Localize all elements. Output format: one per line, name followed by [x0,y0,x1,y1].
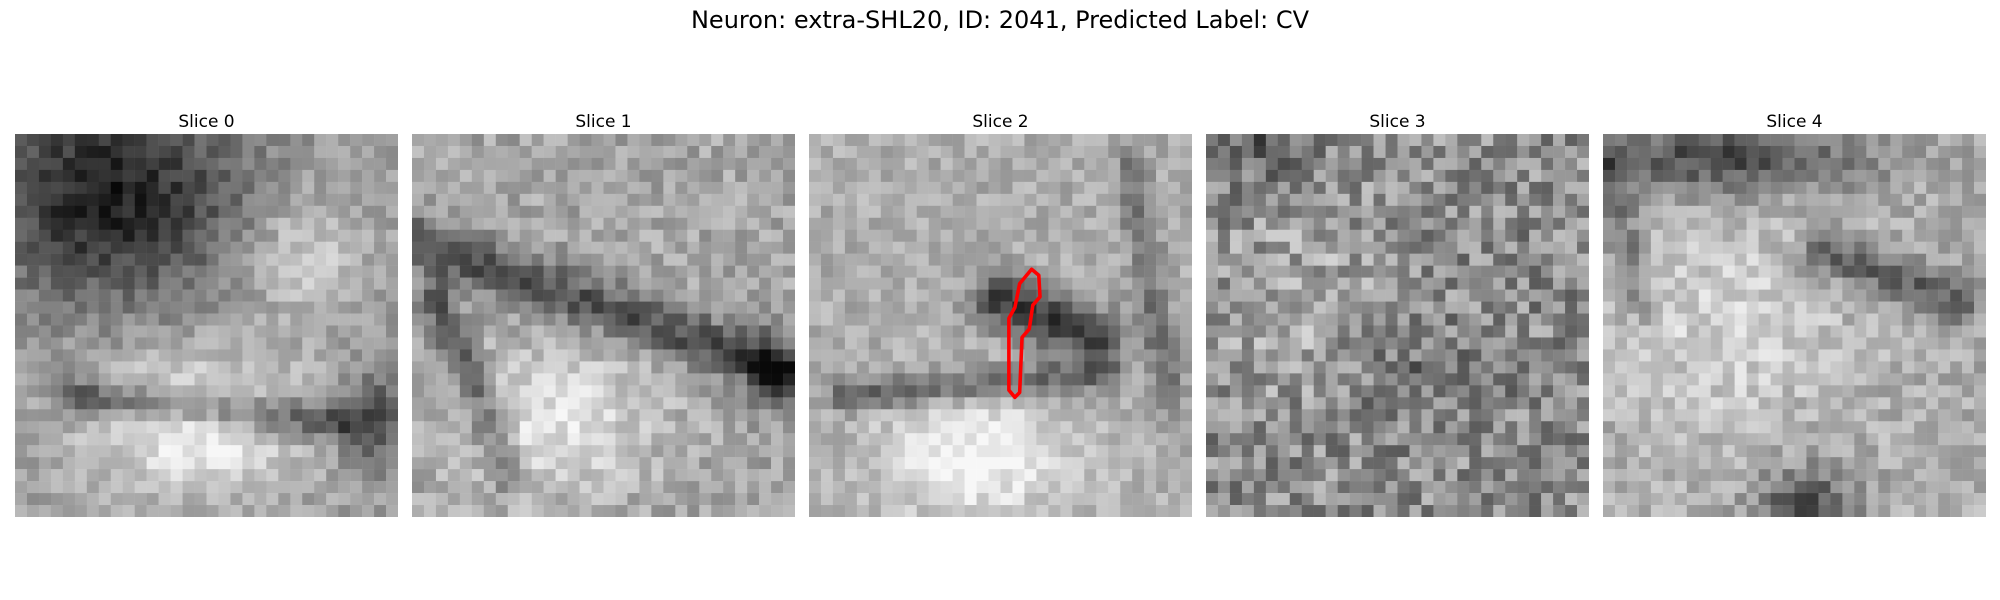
figure-title: Neuron: extra-SHL20, ID: 2041, Predicted… [690,6,1310,34]
slice-panel-2: Slice 2 [809,110,1192,517]
slice-image-4 [1603,134,1986,517]
slice-panel-1: Slice 1 [412,110,795,517]
slice-image-2 [809,134,1192,517]
slice-title-0: Slice 0 [178,112,235,132]
slice-panel-4: Slice 4 [1603,110,1986,517]
slice-image-0 [15,134,398,517]
slice-title-1: Slice 1 [575,112,632,132]
slice-panel-3: Slice 3 [1206,110,1589,517]
slice-image-3 [1206,134,1589,517]
slice-title-3: Slice 3 [1369,112,1426,132]
slice-title-2: Slice 2 [972,112,1029,132]
slice-image-1 [412,134,795,517]
slice-panel-0: Slice 0 [15,110,398,517]
predicted-contour [1007,267,1042,400]
slice-title-4: Slice 4 [1766,112,1823,132]
